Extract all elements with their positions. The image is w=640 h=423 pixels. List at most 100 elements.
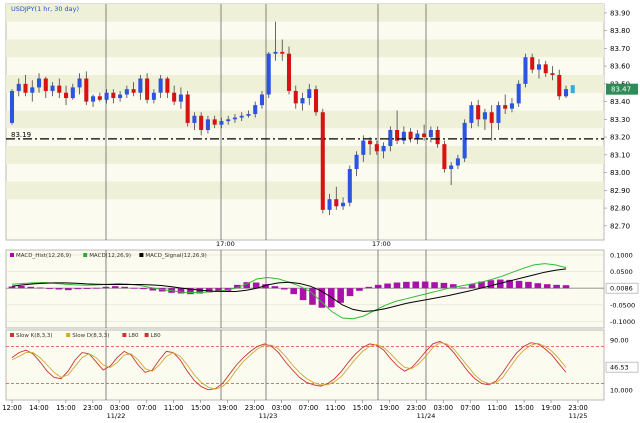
session-label-2: 17:00 <box>372 240 391 248</box>
macd-hist-bar <box>55 288 63 290</box>
candle-up <box>516 83 521 104</box>
candle-down <box>280 51 285 54</box>
candle-down <box>23 83 28 93</box>
stochastic-panel[interactable]: Slow K(8,3,3) Slow D(8,3,3) L80 L80 90.00 46… <box>5 329 639 401</box>
candle-down <box>550 73 555 75</box>
macd-hist-bar <box>83 288 91 289</box>
x-tick-label: 07:00 <box>460 404 480 412</box>
macd-panel[interactable]: MACD_Hist(12,26,9) MACD(12,26,9) MACD_Sign… <box>5 249 639 329</box>
candle-up <box>523 57 528 84</box>
macd-hist-bar <box>205 288 213 293</box>
candle-up <box>36 78 42 88</box>
grid-band <box>6 145 604 164</box>
x-tick-label: 23:00 <box>568 404 588 412</box>
legend-label: MACD_Signal(12,26,9) <box>145 253 206 259</box>
date-label: 11/24 <box>417 412 436 419</box>
x-tick-label: 11:00 <box>326 404 346 412</box>
candle-up <box>30 87 35 93</box>
macd-hist-bar <box>281 288 288 290</box>
candle-up <box>388 129 393 146</box>
candle-up <box>327 199 332 210</box>
y-tick-label: 83.20 <box>610 134 630 142</box>
macd-y-tick-label: -0.1000 <box>610 318 635 326</box>
candle-down <box>313 89 319 113</box>
grid-band <box>6 181 604 200</box>
candle-up <box>70 87 75 99</box>
slow-d-line <box>11 342 567 390</box>
candle-up <box>259 94 265 106</box>
candle-down <box>185 94 190 123</box>
price-grid-bands <box>6 4 604 200</box>
macd-hist-bar <box>431 282 438 289</box>
candle-up <box>482 112 487 120</box>
macd-hist-bar <box>478 281 485 289</box>
legend-swatch <box>10 253 14 257</box>
macd-hist-bar <box>93 287 100 289</box>
macd-hist-bar <box>459 287 466 289</box>
candle-down <box>97 96 102 100</box>
y-tick-label: 83.40 <box>610 98 630 106</box>
candle-down <box>368 140 373 145</box>
y-tick-label: 83.70 <box>610 45 630 53</box>
candle-up <box>205 119 210 130</box>
x-tick-label: 19:00 <box>218 404 238 412</box>
x-tick-label: 15:00 <box>191 404 211 412</box>
price-panel[interactable]: USDJPY(1 hr, 30 day) 83.19 83.90 83.80 83.… <box>5 3 638 248</box>
candle-down <box>530 57 535 70</box>
last-price-badge: 83.47 <box>606 83 638 95</box>
candle-down <box>435 129 440 145</box>
macd-hist-bar <box>36 287 44 289</box>
x-tick-label: 23:00 <box>83 404 103 412</box>
macd-hist-bar <box>74 288 82 290</box>
candle-up <box>273 51 278 54</box>
candle-up <box>496 105 501 123</box>
y-tick-label: 82.80 <box>610 205 630 213</box>
candle-up <box>16 83 21 91</box>
macd-hist-bar <box>149 288 157 291</box>
macd-hist-bar <box>393 282 401 289</box>
candle-up <box>158 78 163 93</box>
x-tick-label: 19:00 <box>541 404 561 412</box>
macd-hist-bar <box>102 286 110 289</box>
macd-hist-bar <box>46 288 53 289</box>
candle-down <box>476 105 481 120</box>
legend-swatch <box>122 333 127 337</box>
y-tick-label: 83.30 <box>610 116 630 124</box>
grid-band <box>6 4 604 22</box>
candle-up <box>361 140 366 155</box>
date-label: 11/25 <box>569 412 588 419</box>
y-tick-label: 82.90 <box>610 187 630 195</box>
candle-up <box>347 169 352 203</box>
stochastic-panel-frame <box>5 329 605 401</box>
x-tick-label: 11:00 <box>164 404 184 412</box>
session-label-1: 17:00 <box>216 240 235 248</box>
candle-up <box>428 129 433 138</box>
candle-up <box>232 117 237 120</box>
stochastic-value-badge-bg <box>605 361 639 373</box>
grid-band <box>6 74 604 93</box>
legend-swatch <box>83 253 88 257</box>
session-separators <box>105 4 427 240</box>
date-label: 11/22 <box>107 412 126 419</box>
x-tick-label: 03:00 <box>110 404 130 412</box>
macd-hist-bar <box>450 284 457 289</box>
grid-band <box>6 39 604 58</box>
last-price-marker <box>570 85 575 94</box>
price-title: USDJPY(1 hr, 30 day) <box>11 5 79 13</box>
macd-histogram <box>8 279 570 308</box>
macd-hist-bar <box>506 279 513 289</box>
candle-down <box>374 144 379 152</box>
x-tick-label: 19:00 <box>380 404 400 412</box>
legend-swatch <box>10 333 14 337</box>
macd-hist-bar <box>177 288 185 294</box>
candle-up <box>226 119 231 122</box>
candle-down <box>320 112 325 210</box>
macd-signal-line <box>11 268 567 312</box>
candle-down <box>334 199 339 207</box>
y-tick-label: 83.00 <box>610 169 630 177</box>
x-tick-label: 15:00 <box>514 404 534 412</box>
grid-band <box>6 110 604 129</box>
candle-up <box>300 98 305 104</box>
legend-swatch <box>144 333 149 337</box>
